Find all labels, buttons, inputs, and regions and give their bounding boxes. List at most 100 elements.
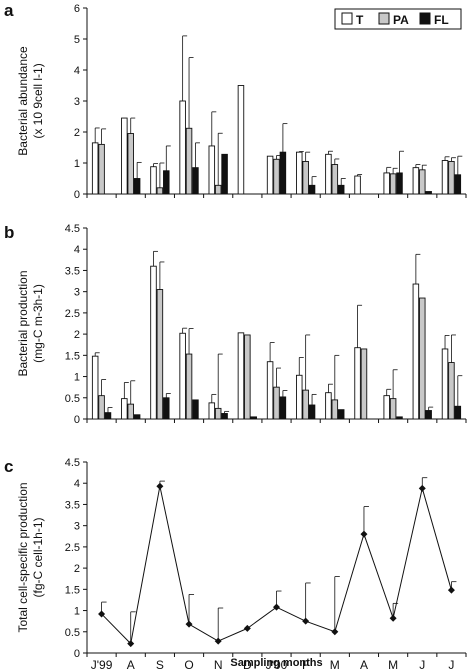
y-axis-label-units: (fg-C cell-1h-1) [31, 517, 45, 597]
data-point [273, 603, 280, 611]
bar-pa [244, 334, 251, 420]
bar-pa [98, 395, 105, 420]
y-tick-label: 2 [74, 563, 80, 575]
y-tick-label: 3.5 [65, 499, 80, 511]
y-tick-label: 4 [74, 244, 80, 256]
y-tick-label: 0 [74, 189, 80, 201]
y-tick-label: 0 [74, 414, 80, 426]
bar-pa [127, 403, 134, 420]
y-axis-label-units: (mg-C m-3h-1) [31, 284, 45, 363]
bar-fl [337, 409, 345, 420]
bar-t [412, 283, 420, 420]
y-tick-label: 1 [74, 158, 80, 170]
bar-t [296, 374, 303, 420]
x-tick-label: F [302, 658, 309, 671]
data-point [302, 617, 310, 625]
legend-label-t: T [356, 13, 364, 27]
bar-pa [331, 164, 339, 195]
bar-t [91, 355, 99, 420]
bar-t [383, 172, 390, 195]
x-tick-label: J [448, 658, 454, 671]
bar-t [121, 117, 128, 195]
bar-pa [448, 160, 455, 195]
bar-pa [156, 187, 164, 195]
x-tick-label: J'99 [91, 658, 113, 671]
bar-t [208, 402, 216, 420]
bar-fl [308, 404, 316, 420]
data-point [214, 637, 222, 645]
panel-b-chart: b 0 0.5 1 1.5 2 2.5 3 3.5 4 4.5 Bacterial productio… [4, 223, 467, 426]
bar-fl [454, 405, 462, 420]
x-tick-label: N [214, 658, 223, 671]
y-tick-label: 2 [74, 127, 80, 139]
bar-t [354, 175, 361, 195]
bar-t [237, 332, 245, 420]
panel-a-legend: T PA FL [334, 8, 462, 30]
legend-swatch-t [341, 12, 353, 25]
data-point [98, 610, 106, 618]
x-tick-label: M [330, 658, 340, 671]
y-tick-label: 2 [74, 329, 80, 341]
bar-pa [273, 158, 280, 195]
bar-fl [425, 191, 432, 195]
bar-t [441, 348, 449, 420]
bar-t [179, 332, 186, 420]
bar-fl [250, 416, 257, 420]
legend-label-fl: FL [434, 13, 449, 27]
bar-t [325, 392, 332, 420]
bar-t [266, 155, 274, 195]
y-tick-label: 3.5 [65, 265, 80, 277]
data-point [185, 620, 193, 628]
data-point [360, 530, 368, 538]
bar-t [266, 361, 274, 420]
bar-t [179, 100, 186, 195]
bar-t [150, 166, 157, 195]
bar-t [208, 145, 216, 195]
panel-letter: b [4, 223, 14, 242]
bar-fl [308, 184, 316, 195]
y-tick-label: 3 [74, 287, 80, 299]
bar-pa [389, 173, 397, 195]
y-axis-label: Total cell-specific production [16, 482, 30, 632]
bar-fl [279, 151, 287, 195]
bar-t [121, 398, 128, 420]
x-tick-label: A [127, 658, 135, 671]
panel-c-chart: c 0 0.5 1 1.5 2 2.5 3 3.5 4 4.5 Total cell-specific… [4, 457, 467, 671]
bar-pa [98, 143, 105, 195]
panel-letter: a [4, 1, 14, 20]
bar-pa [419, 297, 426, 420]
bar-fl [163, 170, 170, 195]
y-tick-label: 5 [74, 34, 80, 46]
bar-pa [302, 389, 309, 420]
bar-t [325, 153, 332, 195]
legend-label-pa: PA [393, 13, 409, 27]
y-tick-label: 1.5 [65, 350, 80, 362]
y-axis-label-units: (x 10 9cell l-1) [31, 63, 45, 138]
y-axis-label: Bacterial abundance [16, 46, 30, 156]
bar-pa [185, 127, 193, 195]
bar-fl [337, 184, 345, 195]
x-tick-label: D [243, 658, 252, 671]
bar-pa [214, 407, 222, 420]
bar-fl [396, 172, 403, 195]
y-tick-label: 0.5 [65, 393, 80, 405]
legend-swatch-fl [419, 12, 431, 25]
bar-pa [419, 169, 426, 195]
legend-swatch-pa [378, 12, 390, 25]
y-axis-label: Bacterial production [16, 270, 30, 376]
bar-fl [454, 174, 462, 195]
bar-fl [221, 413, 228, 420]
bar-pa [185, 353, 193, 420]
x-tick-label: S [156, 658, 164, 671]
bar-fl [133, 178, 141, 195]
data-point [418, 484, 426, 492]
bar-fl [192, 399, 199, 420]
data-point [156, 482, 164, 490]
bar-fl [221, 153, 228, 195]
x-tick-label: J'00 [266, 658, 288, 671]
data-point [447, 586, 455, 594]
panel-a-chart: a 0 1 2 3 4 5 6 Bacterial abundance (x 10 9cell l… [4, 1, 467, 201]
data-point [331, 628, 339, 636]
bar-fl [104, 412, 112, 420]
